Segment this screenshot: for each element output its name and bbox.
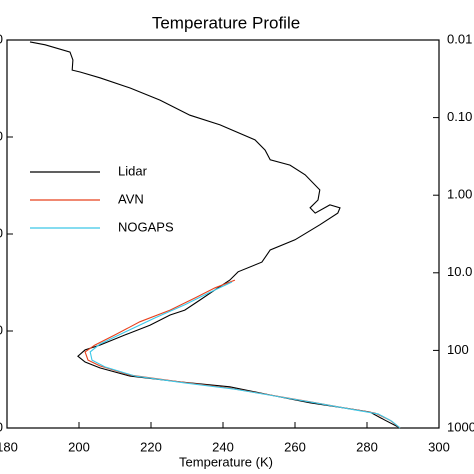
x-tick-label: 220 xyxy=(140,439,162,454)
x-tick-label: 260 xyxy=(284,439,306,454)
x-tick-label: 200 xyxy=(68,439,90,454)
y-tick-label: 20 xyxy=(0,322,3,337)
y2-tick-label: 1.00 xyxy=(447,187,472,202)
series-line xyxy=(29,41,401,429)
y2-tick-label: 10.0 xyxy=(447,264,472,279)
x-tick-label: 180 xyxy=(0,439,18,454)
series-line xyxy=(89,281,401,429)
y-tick-label: 80 xyxy=(0,31,3,46)
x-tick-label: 280 xyxy=(356,439,378,454)
x-axis-label: Temperature (K) xyxy=(179,454,273,469)
y2-tick-label: 0.10 xyxy=(447,109,472,124)
y-tick-label: 40 xyxy=(0,225,3,240)
legend-label: NOGAPS xyxy=(118,219,174,234)
chart-title: Temperature Profile xyxy=(152,13,300,32)
x-tick-label: 300 xyxy=(428,439,450,454)
x-tick-label: 240 xyxy=(212,439,234,454)
legend-label: Lidar xyxy=(118,163,148,178)
plot-frame xyxy=(6,39,440,429)
series-line xyxy=(84,279,401,429)
y-tick-label: 0 xyxy=(0,419,3,434)
y2-tick-label: 1000 xyxy=(447,419,474,434)
y-tick-label: 60 xyxy=(0,128,3,143)
y2-tick-label: 0.01 xyxy=(447,31,472,46)
legend-label: AVN xyxy=(118,191,144,206)
y2-tick-label: 100 xyxy=(447,342,469,357)
